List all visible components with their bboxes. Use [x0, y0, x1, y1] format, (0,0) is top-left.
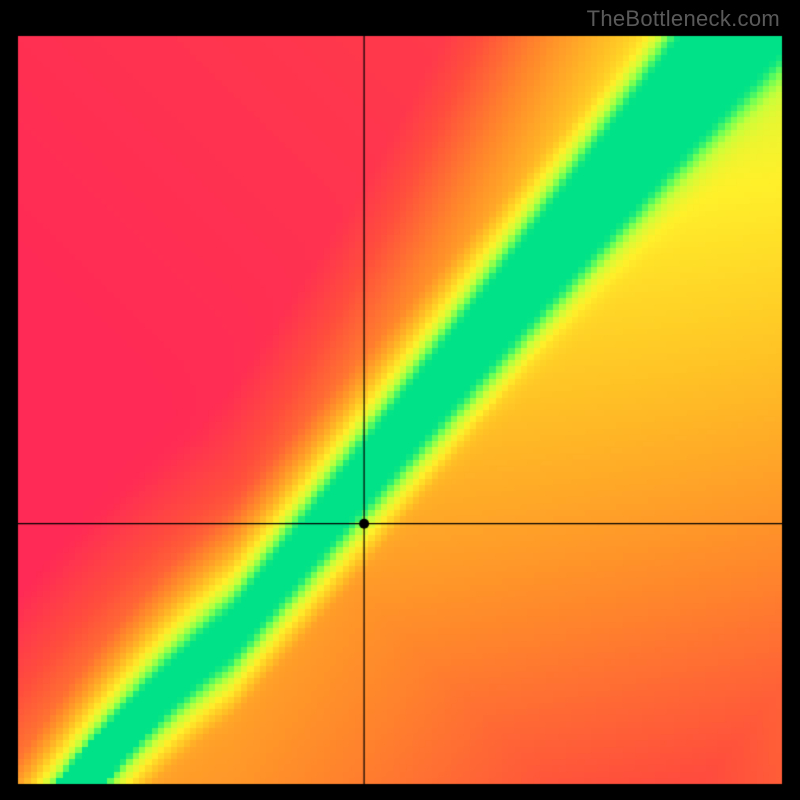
heatmap-canvas [0, 0, 800, 800]
watermark-text: TheBottleneck.com [587, 6, 780, 32]
chart-container: TheBottleneck.com [0, 0, 800, 800]
